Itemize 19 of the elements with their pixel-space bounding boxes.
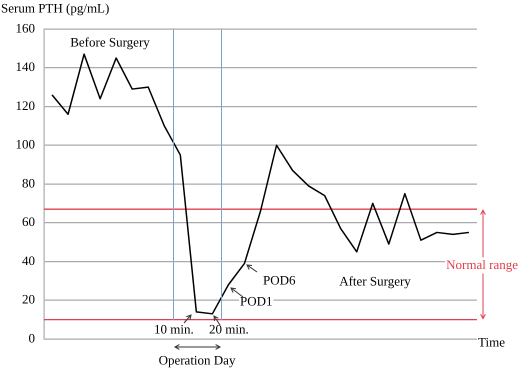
y-tick-label: 20 [22, 292, 35, 307]
annotation: Before Surgery [70, 34, 150, 50]
y-tick-label: 60 [22, 214, 35, 230]
x-axis-title: Time [478, 334, 506, 350]
annotation: 20 min. [209, 321, 249, 336]
y-tick-label: 100 [16, 136, 35, 152]
annotation: POD6 [263, 272, 296, 288]
y-tick-label: 0 [28, 330, 35, 346]
annotation: 10 min. [154, 321, 194, 336]
y-tick-label: 40 [22, 252, 35, 268]
y-tick-label: 120 [16, 98, 35, 113]
y-axis-title: Serum PTH (pg/mL) [1, 0, 110, 16]
y-tick-label: 160 [16, 20, 35, 36]
text: Operation Day [158, 352, 236, 368]
annotation: POD1 [240, 293, 273, 308]
annotation: After Surgery [339, 273, 412, 288]
y-tick-label: 140 [16, 59, 35, 74]
y-tick-label: 80 [22, 175, 35, 190]
annotation: Normal range [446, 256, 518, 272]
